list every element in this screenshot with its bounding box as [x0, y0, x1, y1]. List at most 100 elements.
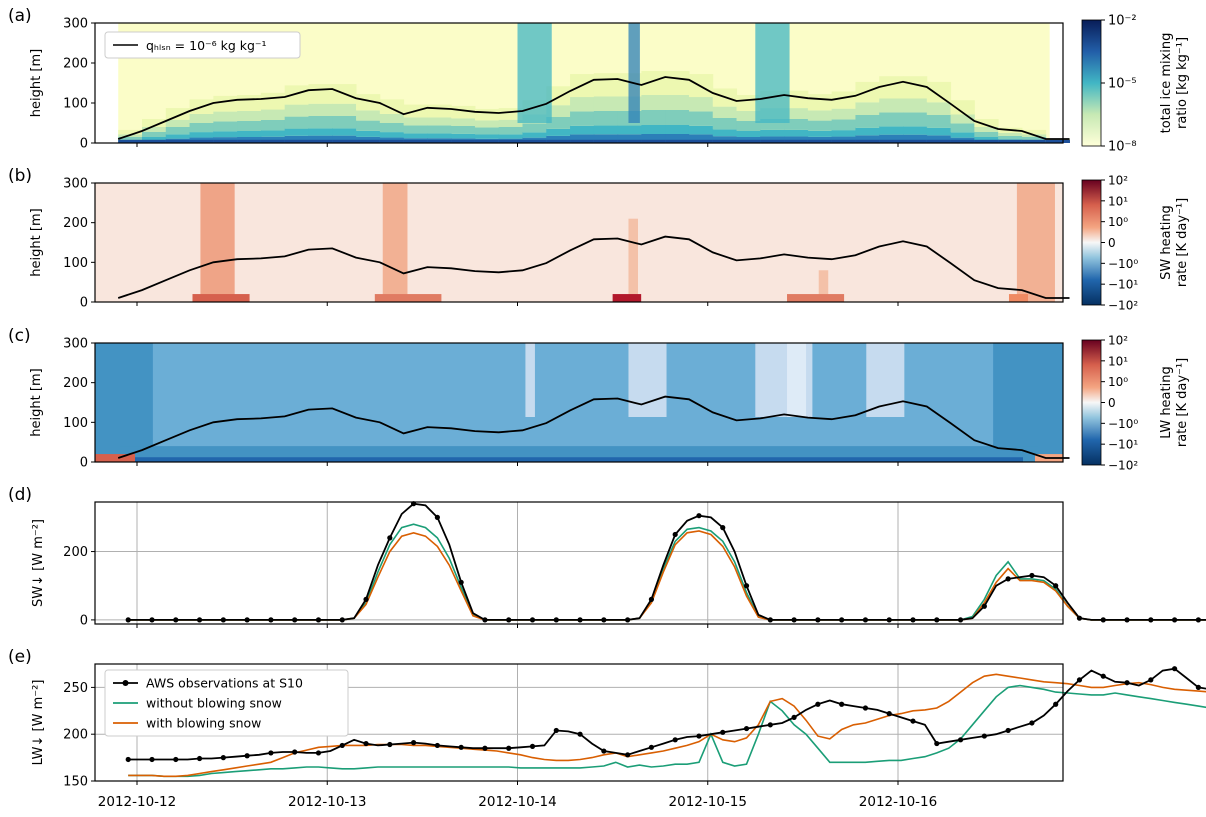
heatmap-cell — [807, 120, 833, 131]
heatmap-cell — [213, 111, 238, 122]
heatmap-cell — [546, 128, 571, 136]
obs-point — [434, 742, 440, 749]
heatmap-cell — [189, 113, 214, 123]
heatmap-cell — [379, 139, 405, 143]
heatmap-cell — [688, 97, 714, 112]
heatmap-cell — [784, 119, 809, 130]
obs-point — [1195, 617, 1201, 623]
sw-without-blowing-snow-line — [128, 523, 1206, 621]
heatmap-cell — [427, 104, 452, 118]
heatmap-cell — [831, 119, 856, 131]
obs-point — [862, 705, 869, 711]
obs-point — [720, 525, 726, 531]
x-tick-label: 2012-10-16 — [859, 794, 937, 810]
heatmap-cell — [855, 127, 880, 136]
heatmap-cell — [593, 139, 619, 143]
panel-d-ylabel: SW↓ [W m⁻²] — [31, 519, 46, 607]
obs-point — [577, 617, 583, 623]
obs-point — [910, 718, 916, 724]
heatmap-cell — [998, 132, 1023, 136]
heatmap-cell — [818, 270, 829, 302]
panel-b-ytick-label: 100 — [63, 256, 88, 271]
heatmap-cell — [1021, 139, 1047, 143]
obs-point — [1195, 684, 1201, 691]
sw-with-blowing-snow-line — [128, 530, 1206, 621]
heatmap-cell — [807, 139, 833, 143]
obs-point — [268, 617, 274, 623]
panel-c-frame — [94, 342, 1064, 463]
heatmap-cell — [237, 131, 262, 137]
heatmap-cell — [641, 134, 666, 143]
heatmap-cell — [260, 120, 286, 131]
heatmap-cell — [260, 139, 286, 143]
obs-point — [648, 744, 655, 750]
heatmap-cell — [974, 139, 999, 143]
panel-b-colorbar-tick-label: 0 — [1108, 236, 1116, 250]
obs-point — [672, 737, 678, 743]
obs-point — [720, 729, 726, 735]
obs-point — [791, 617, 797, 623]
panel-c-ytick-label: 100 — [63, 416, 88, 431]
heatmap-cell — [665, 71, 690, 95]
heatmap-cell — [688, 111, 714, 126]
obs-point — [1124, 617, 1130, 623]
lw-obs-line — [128, 667, 1206, 761]
obs-point — [696, 733, 702, 739]
heatmap-cell — [570, 134, 595, 143]
heatmap-cell — [926, 81, 952, 103]
heatmap-cell — [474, 108, 500, 121]
heatmap-cell — [332, 135, 357, 143]
heatmap-cell — [712, 136, 738, 143]
heatmap-cell — [260, 109, 286, 120]
heatmap-cell — [356, 130, 381, 137]
heatmap-cell — [118, 139, 143, 143]
panel-b-ylabel: height [m] — [29, 208, 44, 276]
heatmap-cell — [165, 119, 191, 127]
panel-a-blsn-line — [117, 76, 1070, 140]
heatmap-cell — [260, 130, 286, 137]
legend-marker — [122, 680, 129, 686]
obs-point — [1053, 701, 1059, 707]
heatmap-cell — [403, 125, 428, 134]
heatmap-cell — [403, 139, 428, 143]
heatmap-cell — [142, 139, 167, 143]
obs-point — [125, 617, 131, 623]
obs-point — [743, 725, 750, 732]
heatmap-cell — [831, 139, 856, 143]
obs-point — [791, 714, 797, 720]
heatmap-cell — [641, 125, 666, 134]
legend-label: AWS observations at S10 — [146, 676, 303, 691]
obs-point — [1029, 720, 1035, 726]
panel-b-ytick-label: 0 — [80, 296, 88, 311]
heatmap-cell — [356, 110, 381, 121]
obs-point — [767, 617, 773, 623]
obs-point — [910, 617, 916, 623]
heatmap-cell — [617, 134, 642, 143]
sw-obs-line — [128, 502, 1206, 621]
panel-c-ytick-label: 0 — [80, 456, 88, 471]
heatmap-cell — [427, 133, 452, 139]
obs-point — [1171, 617, 1178, 623]
heatmap-cell — [736, 139, 761, 143]
panel-b-colorbar-tick-label: 10² — [1108, 174, 1128, 188]
obs-point — [173, 756, 179, 763]
panel-e-ytick-label: 250 — [63, 681, 88, 696]
panel-b-ytick-label: 200 — [63, 216, 88, 231]
heatmap-cell — [903, 98, 928, 113]
obs-point — [387, 535, 393, 541]
heatmap-cell — [879, 98, 904, 113]
x-tick-label: 2012-10-13 — [288, 794, 366, 810]
heatmap-cell — [760, 119, 785, 130]
heatmap-cell — [593, 134, 619, 143]
heatmap-cell — [617, 139, 642, 143]
obs-point — [815, 701, 821, 707]
heatmap-cell — [903, 139, 928, 143]
panel-a-ytick-label: 200 — [63, 57, 88, 72]
heatmap-sw-heating — [95, 183, 1063, 302]
heatmap-cell — [498, 119, 523, 127]
heatmap-cell — [926, 139, 952, 143]
heatmap-cell — [787, 343, 807, 417]
heatmap-cell — [284, 104, 309, 117]
heatmap-cell — [142, 137, 167, 140]
heatmap-cell — [855, 135, 880, 143]
